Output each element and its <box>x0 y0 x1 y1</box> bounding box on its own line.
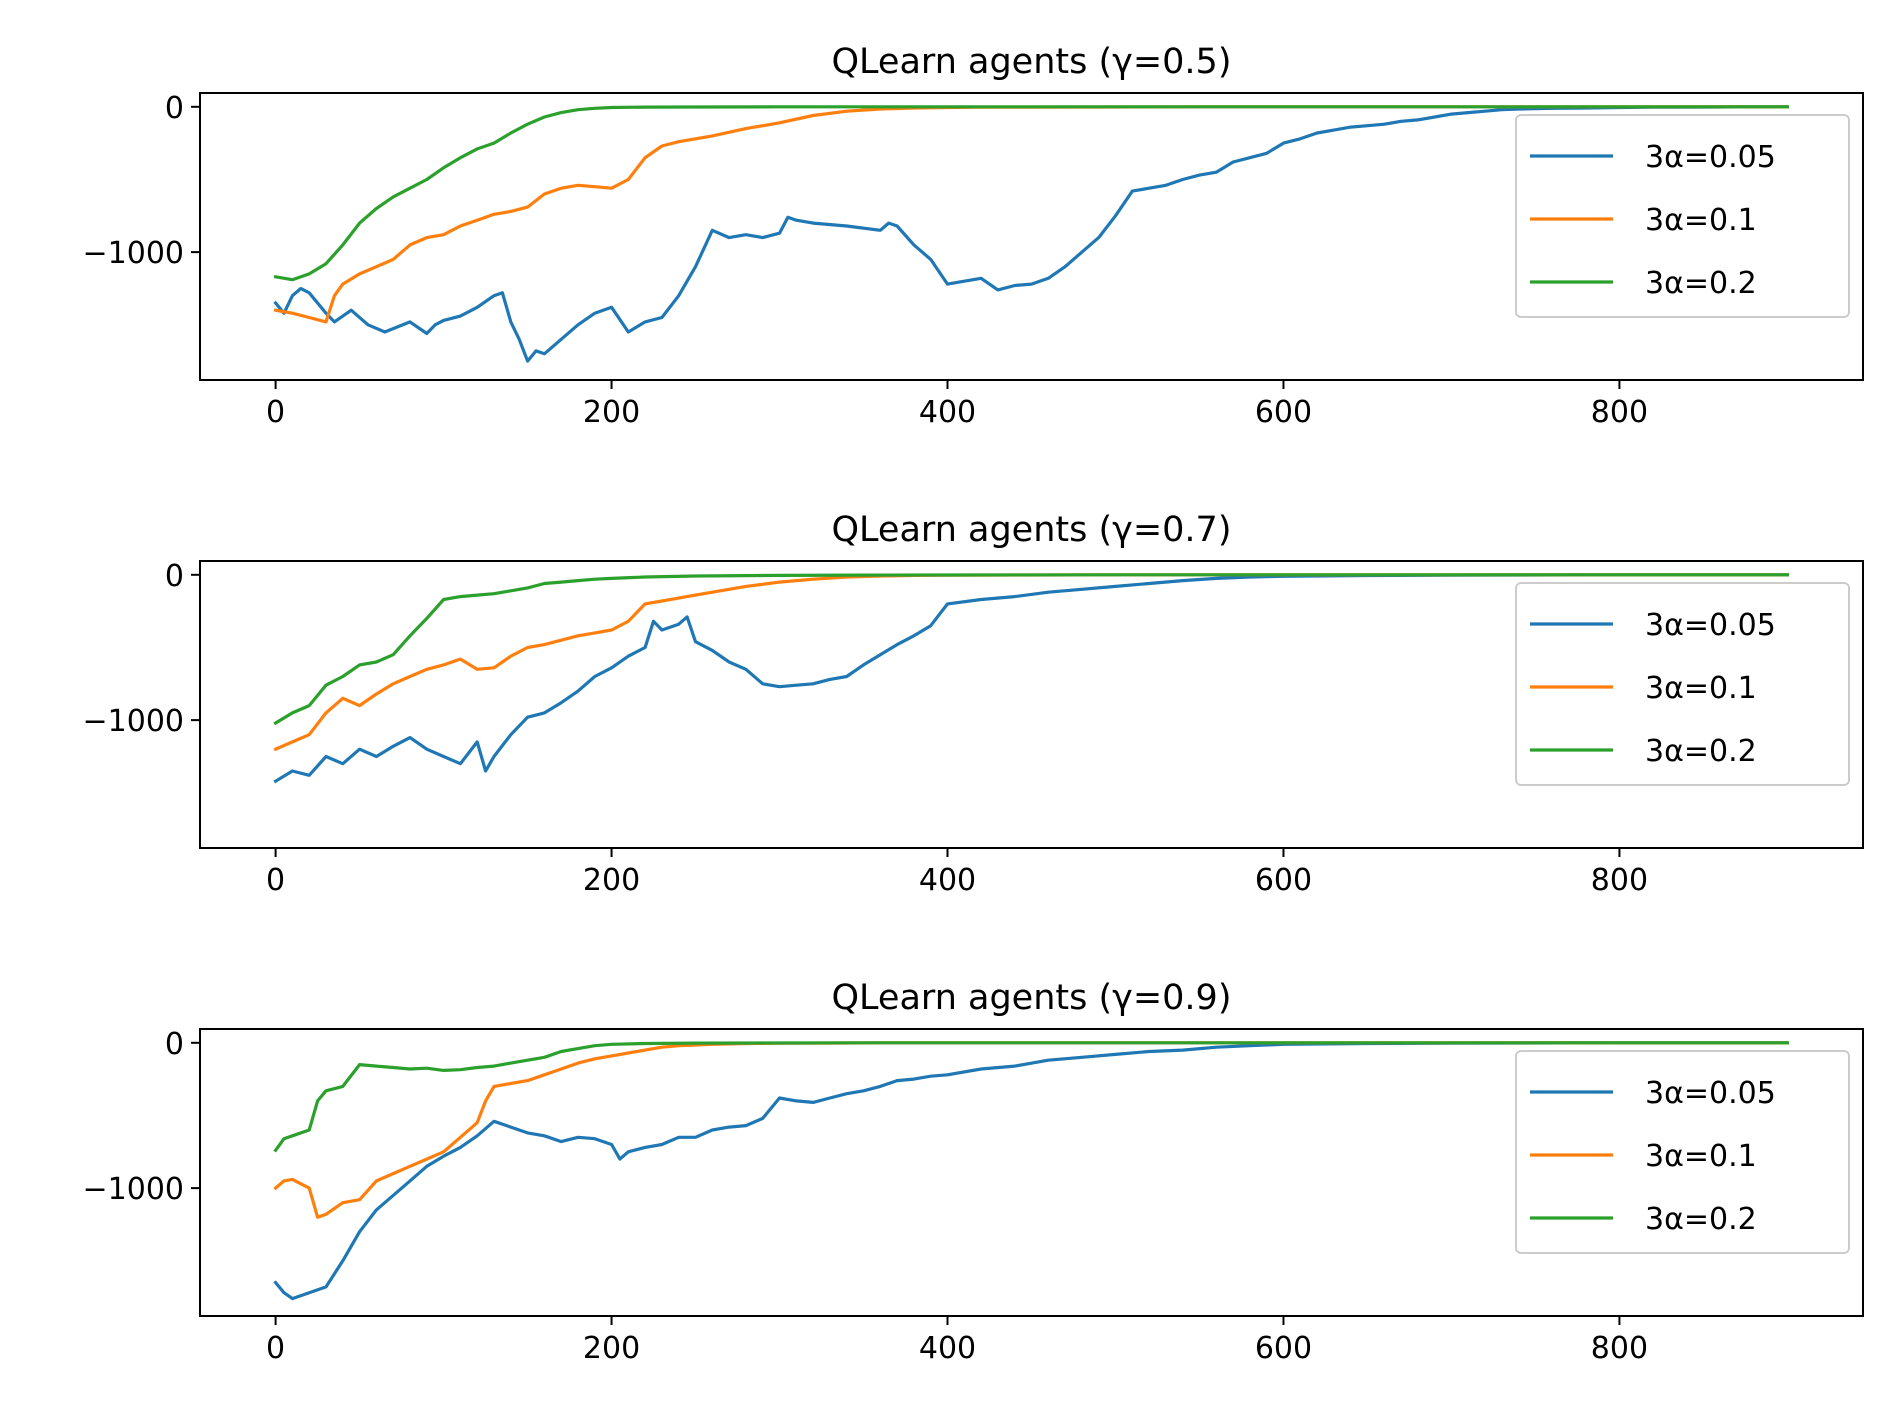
legend: 3α=0.05 3α=0.1 3α=0.2 <box>1515 582 1850 786</box>
x-tick-label: 600 <box>1255 863 1312 898</box>
subplot-1: QLearn agents (γ=0.5) 0 200 400 600 800 0 −1000… <box>83 42 1864 430</box>
y-tick-label: 0 <box>165 1027 184 1062</box>
plot-area <box>273 105 1790 363</box>
x-tick-label: 600 <box>1255 1331 1312 1366</box>
y-tick-label: −1000 <box>83 1172 184 1207</box>
x-tick-label: 200 <box>583 863 640 898</box>
x-tick-label: 600 <box>1255 395 1312 430</box>
plot-area <box>273 1041 1790 1301</box>
x-tick-label: 200 <box>583 395 640 430</box>
legend-box <box>1515 114 1850 318</box>
x-tick-label: 400 <box>919 395 976 430</box>
x-tick-label: 800 <box>1591 1331 1648 1366</box>
legend-label: 3α=0.2 <box>1645 734 1757 769</box>
y-tick-label: 0 <box>165 91 184 126</box>
series-line-3 <box>273 105 1790 282</box>
legend-label: 3α=0.1 <box>1645 203 1757 238</box>
plot-area <box>273 573 1790 784</box>
series-line-1 <box>273 1041 1790 1301</box>
y-tick-label: −1000 <box>83 236 184 271</box>
y-tick-label: −1000 <box>83 704 184 739</box>
x-tick-label: 400 <box>919 863 976 898</box>
axes-frame <box>199 92 1864 381</box>
chart-title: QLearn agents (γ=0.9) <box>832 978 1232 1018</box>
legend-label: 3α=0.05 <box>1645 1076 1776 1111</box>
subplot-2: QLearn agents (γ=0.7) 0 200 400 600 800 0 −1000… <box>83 510 1864 898</box>
x-tick-label: 200 <box>583 1331 640 1366</box>
legend-box <box>1515 582 1850 786</box>
axes-frame <box>199 560 1864 849</box>
legend-label: 3α=0.1 <box>1645 1139 1757 1174</box>
x-tick-label: 0 <box>266 395 285 430</box>
legend-label: 3α=0.2 <box>1645 1202 1757 1237</box>
legend-label: 3α=0.05 <box>1645 608 1776 643</box>
series-line-1 <box>273 573 1790 784</box>
x-tick-label: 0 <box>266 1331 285 1366</box>
y-tick-label: 0 <box>165 559 184 594</box>
legend: 3α=0.05 3α=0.1 3α=0.2 <box>1515 1050 1850 1254</box>
legend-label: 3α=0.2 <box>1645 266 1757 301</box>
series-line-1 <box>273 105 1790 363</box>
x-tick-label: 800 <box>1591 863 1648 898</box>
chart-title: QLearn agents (γ=0.7) <box>832 510 1232 550</box>
x-tick-label: 400 <box>919 1331 976 1366</box>
legend: 3α=0.05 3α=0.1 3α=0.2 <box>1515 114 1850 318</box>
series-line-3 <box>273 1041 1790 1153</box>
legend-label: 3α=0.1 <box>1645 671 1757 706</box>
subplot-3: QLearn agents (γ=0.9) 0 200 400 600 800 0 −1000… <box>83 978 1864 1366</box>
axes-frame <box>199 1028 1864 1317</box>
x-tick-label: 0 <box>266 863 285 898</box>
series-line-3 <box>273 573 1790 726</box>
x-tick-label: 800 <box>1591 395 1648 430</box>
legend-box <box>1515 1050 1850 1254</box>
chart-title: QLearn agents (γ=0.5) <box>832 42 1232 82</box>
legend-label: 3α=0.05 <box>1645 140 1776 175</box>
